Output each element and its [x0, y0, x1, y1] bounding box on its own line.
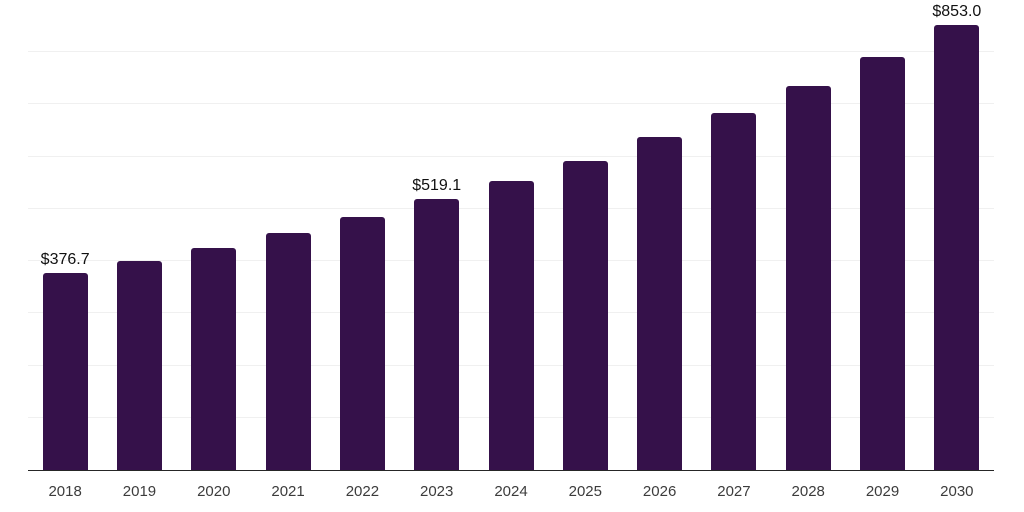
- gridline-600: [28, 155, 994, 157]
- bar-2030: [934, 24, 980, 470]
- x-tick-label-2029: 2029: [865, 483, 900, 500]
- x-tick-label-2030: 2030: [940, 483, 974, 500]
- bar-2028: [785, 85, 831, 470]
- x-tick-label-2019: 2019: [122, 483, 157, 500]
- gridline-700: [28, 103, 994, 105]
- x-tick-label-2026: 2026: [642, 483, 677, 500]
- x-tick-label-2028: 2028: [791, 483, 825, 500]
- bar-2020: [191, 247, 237, 470]
- value-label-2023: $519.1: [412, 176, 462, 194]
- x-tick-label-2024: 2024: [494, 483, 528, 500]
- x-tick-label-2023: 2023: [420, 483, 454, 500]
- bar-2027: [711, 113, 757, 470]
- gridline-800: [28, 51, 994, 53]
- bar-2018: [42, 273, 88, 470]
- bar-2022: [339, 216, 385, 470]
- x-tick-label-2018: 2018: [48, 483, 82, 500]
- bar-2023: [414, 198, 460, 470]
- bar-2019: [116, 260, 162, 470]
- x-axis-labels: 2018 2019 2020 2021 2022 2023 2024 2025 2026 2027…: [0, 483, 1024, 505]
- value-label-2018: $376.7: [40, 251, 90, 269]
- x-tick-label-2022: 2022: [345, 483, 380, 500]
- bar-2024: [488, 180, 534, 470]
- bar-2021: [265, 233, 311, 470]
- x-tick-label-2025: 2025: [568, 483, 602, 500]
- bar-2026: [637, 137, 683, 470]
- bar-2029: [860, 56, 906, 470]
- x-tick-label-2020: 2020: [197, 483, 231, 500]
- x-tick-label-2021: 2021: [271, 483, 305, 500]
- bar-2025: [562, 161, 608, 470]
- value-label-2030: $853.0: [932, 2, 982, 20]
- x-tick-label-2027: 2027: [717, 483, 751, 500]
- plot-area: $376.7 $519.1 $853.0: [28, 0, 994, 471]
